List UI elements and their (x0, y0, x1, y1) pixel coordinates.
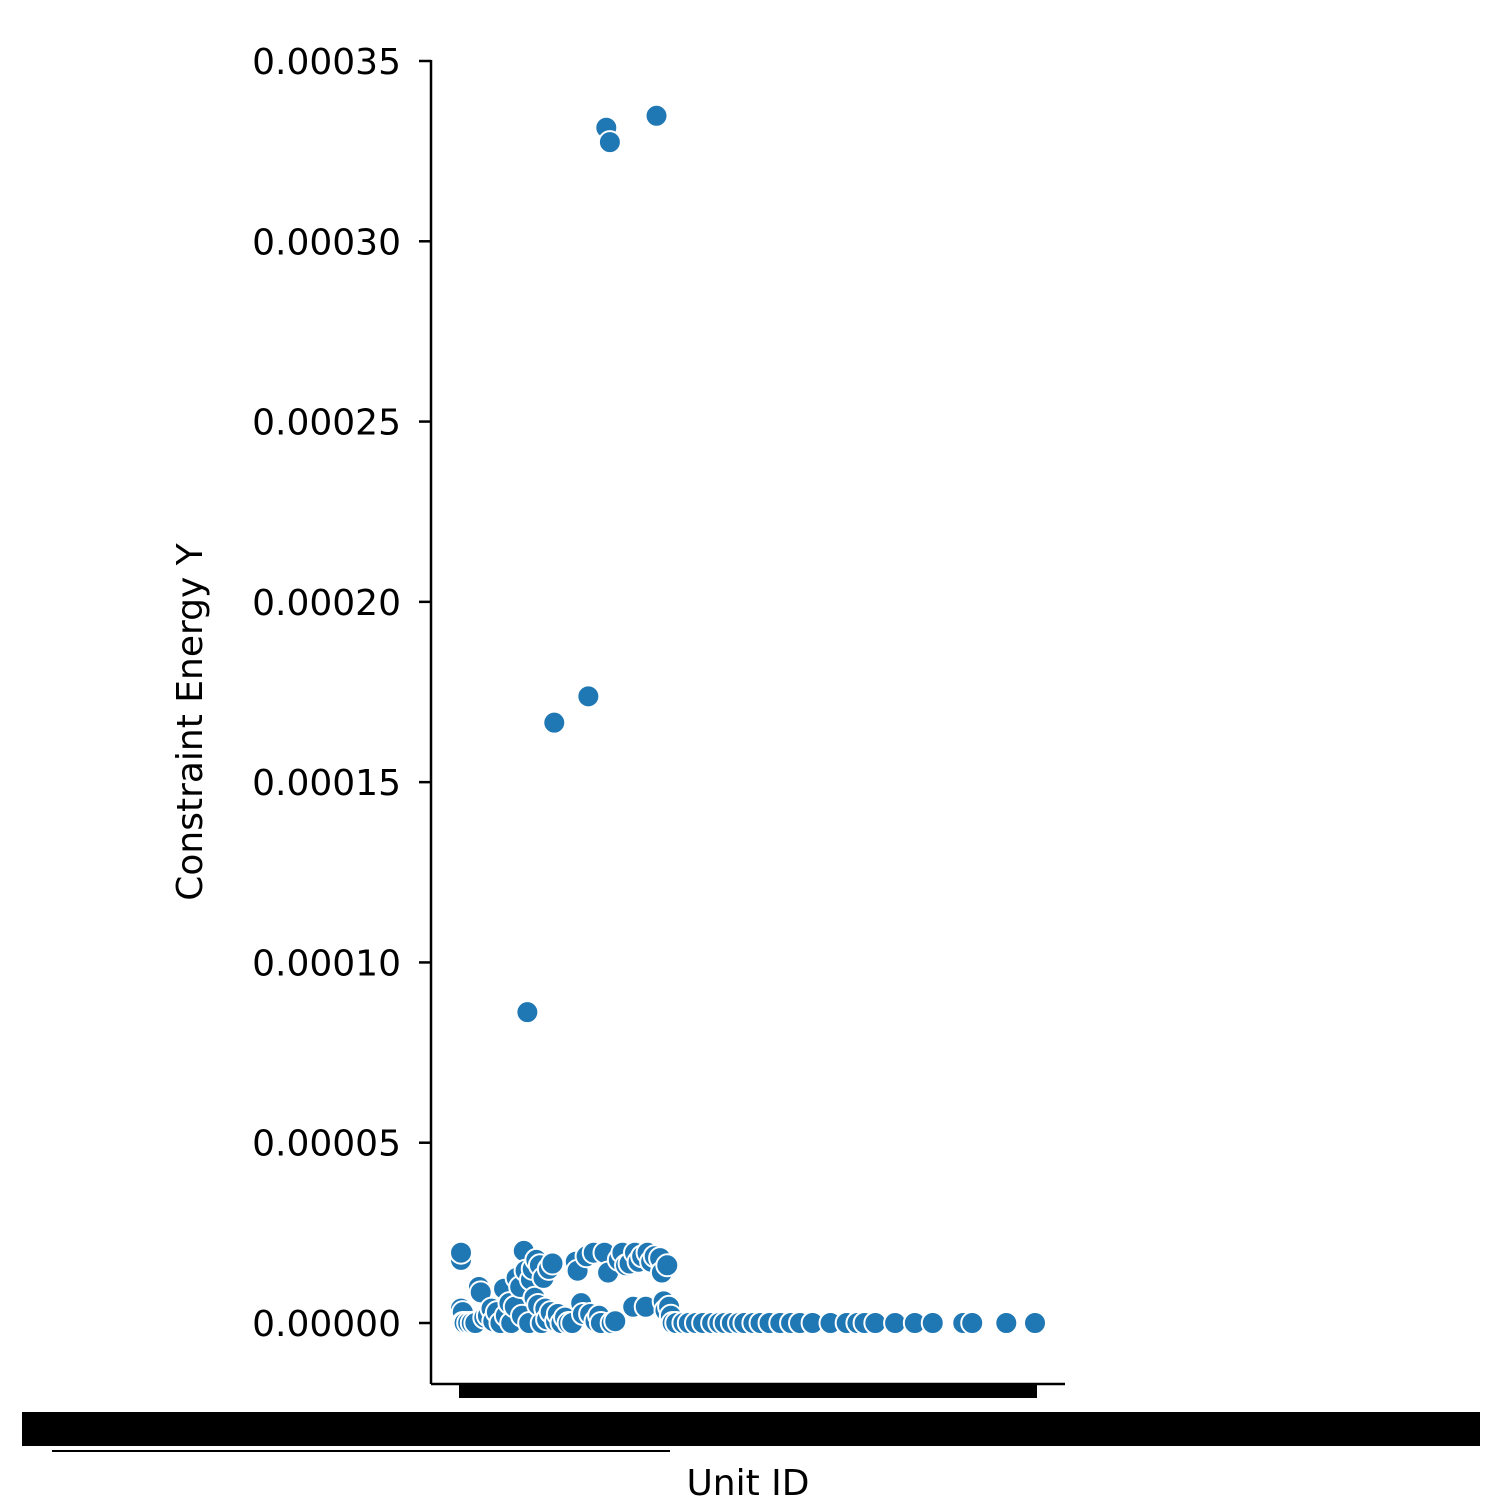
y-tick-label: 0.00000 (252, 1304, 401, 1345)
y-axis-ticks: 0.00000 0.00005 0.00010 0.00015 0.00020 0.000… (252, 42, 431, 1345)
data-point (655, 1253, 680, 1278)
data-point (603, 1309, 628, 1334)
y-tick-label: 0.00010 (252, 943, 401, 984)
x-tick-labels-block (22, 1412, 1480, 1446)
data-points (449, 103, 1047, 1335)
y-tick-label: 0.00025 (252, 403, 401, 444)
y-axis-title: Constraint Energy Y (170, 542, 211, 901)
data-point (542, 710, 567, 735)
data-point (576, 684, 601, 709)
data-point (597, 130, 622, 155)
y-tick-label: 0.00030 (252, 222, 401, 263)
data-point (960, 1311, 985, 1335)
data-point (883, 1311, 908, 1335)
y-tick-label: 0.00035 (252, 42, 401, 83)
data-point (920, 1311, 945, 1335)
data-point (449, 1240, 473, 1265)
data-point (863, 1311, 888, 1335)
data-point (1023, 1311, 1047, 1335)
data-point (515, 1000, 540, 1025)
data-point (644, 103, 669, 128)
data-point (540, 1251, 565, 1276)
y-tick-label: 0.00005 (252, 1124, 401, 1165)
y-tick-label: 0.00015 (252, 763, 401, 804)
x-tick-marks-block (459, 1384, 1037, 1398)
y-tick-label: 0.00020 (252, 583, 401, 624)
x-axis-title: Unit ID (686, 1463, 809, 1500)
data-point (994, 1311, 1019, 1335)
